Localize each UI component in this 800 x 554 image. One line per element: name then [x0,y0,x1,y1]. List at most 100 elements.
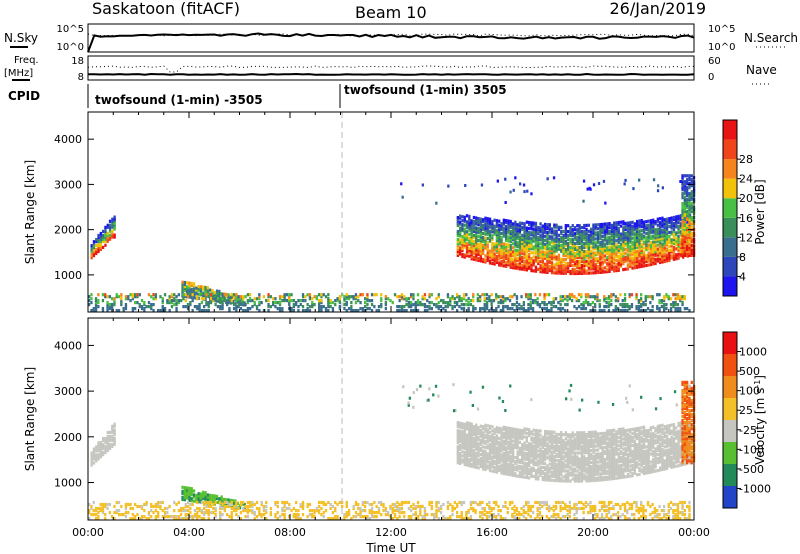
echo-cell [542,225,544,228]
echo-cell [512,222,514,225]
echo-cell [95,513,97,516]
echo-cell [475,226,477,229]
echo-cell [219,505,221,508]
echo-cell [604,254,606,257]
echo-cell [401,507,403,510]
echo-cell [565,262,567,265]
echo-cell [569,515,571,518]
echo-cell [686,224,688,227]
echo-cell [244,509,246,512]
echo-cell [684,307,686,310]
echo-cell [532,511,534,514]
echo-cell [422,505,424,508]
echo-cell [610,303,612,306]
echo-cell [604,243,606,246]
echo-cell [240,511,242,514]
echo-cell [461,235,463,238]
echo-cell [595,231,597,234]
echo-cell [215,507,217,510]
echo-cell [546,501,548,504]
echo-cell [484,434,486,437]
echo-cell [539,246,541,249]
echo-cell [270,305,272,308]
echo-cell [132,307,134,310]
echo-cell [162,501,164,504]
echo-cell [196,501,198,504]
echo-cell [549,235,551,238]
echo-cell [491,470,493,473]
echo-cell [657,244,659,247]
echo-cell [620,221,622,224]
echo-cell [494,428,496,431]
echo-cell [295,513,297,516]
echo-cell [380,297,382,300]
echo-cell [658,293,660,296]
echo-cell [454,301,456,304]
echo-cell [583,507,585,510]
echo-cell [202,292,204,295]
echo-cell [566,299,568,302]
echo-cell [225,498,227,501]
echo-cell [196,507,198,510]
echo-cell [127,511,129,514]
echo-cell [636,220,638,223]
echo-cell [139,293,141,296]
echo-cell [634,222,636,225]
echo-cell [385,513,387,516]
echo-cell [254,301,256,304]
echo-cell [588,224,590,227]
nsky-label: N.Sky [4,31,38,45]
echo-cell [150,515,152,518]
echo-cell [558,238,560,241]
echo-cell [477,227,479,230]
echo-cell [530,192,532,195]
echo-cell [399,515,401,518]
echo-cell [369,509,371,512]
echo-cell [417,505,419,508]
echo-cell [431,301,433,304]
echo-cell [479,511,481,514]
echo-cell [534,299,536,302]
echo-cell [691,178,693,181]
echo-cell [624,182,626,185]
echo-cell [521,222,523,225]
echo-cell [635,501,637,504]
echo-cell [663,303,665,306]
echo-cell [589,303,591,306]
echo-cell [589,505,591,508]
echo-cell [297,509,299,512]
echo-cell [679,295,681,298]
echo-cell [530,293,532,296]
echo-cell [580,293,582,296]
echo-cell [102,230,104,233]
echo-cell [173,303,175,306]
echo-cell [562,515,564,518]
echo-cell [638,179,640,182]
echo-cell [181,486,183,489]
echo-cell [594,513,596,516]
echo-cell [539,260,541,263]
echo-cell [359,293,361,296]
echo-cell [555,305,557,308]
echo-cell [530,301,532,304]
echo-cell [557,301,559,304]
echo-cell [428,293,430,296]
echo-cell [514,293,516,296]
echo-cell [652,219,654,222]
echo-cell [330,503,332,506]
echo-cell [497,180,499,183]
echo-cell [496,219,498,222]
echo-cell [648,263,650,266]
echo-cell [488,505,490,508]
echo-cell [373,501,375,504]
echo-cell [519,235,521,238]
echo-cell [343,513,345,516]
echo-cell [569,501,571,504]
echo-cell [574,226,576,229]
freq-trace [88,74,694,75]
velocity-panel: 1000200030004000 00:00 04:00 08:00 12:00 16:… [23,318,771,554]
echo-cell [332,307,334,310]
echo-cell [500,260,502,263]
echo-cell [645,515,647,518]
echo-cell [486,503,488,506]
